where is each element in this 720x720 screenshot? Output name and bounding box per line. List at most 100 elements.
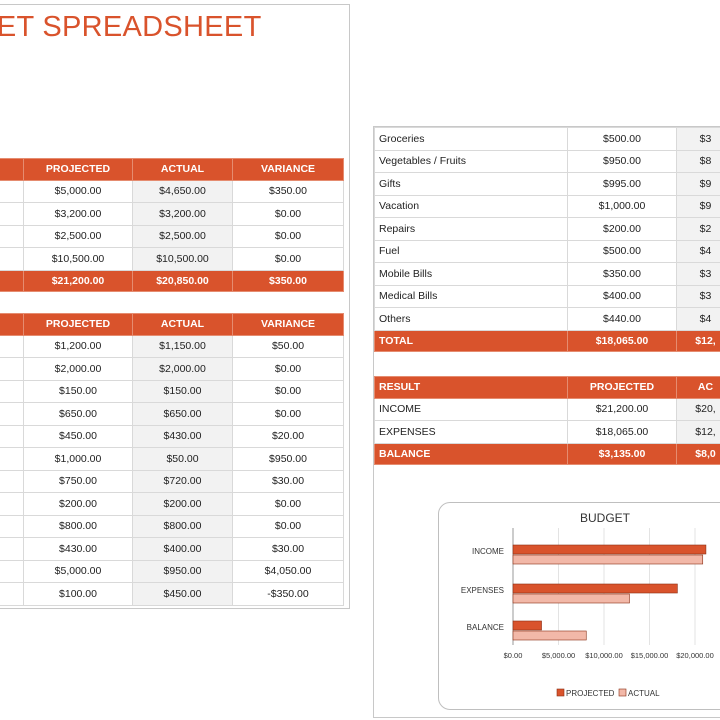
row-label-cell (0, 357, 24, 381)
table-row: $1,000.00 $50.00 $950.00 (0, 447, 344, 471)
table-row: Fuel $500.00 $4 (374, 239, 720, 263)
variance-cell: $30.00 (232, 469, 344, 493)
variance-cell: $0.00 (232, 202, 344, 226)
bar-projected-balance (512, 620, 542, 631)
projected-cell: $2,500.00 (23, 224, 133, 248)
table-row: $800.00 $800.00 $0.00 (0, 514, 344, 538)
actual-cell: $950.00 (132, 559, 233, 583)
header-projected: PROJECTED (23, 313, 133, 336)
projected-cell: $5,000.00 (23, 559, 133, 583)
x-tick-label: $0.00 (504, 651, 523, 660)
header-cell (0, 313, 24, 336)
total-projected: $21,200.00 (23, 269, 133, 292)
balance-row: BALANCE $3,135.00 $8,0 (374, 442, 720, 465)
row-label-cell (0, 179, 24, 203)
variance-cell: $950.00 (232, 447, 344, 471)
actual-cell: $3 (676, 284, 720, 308)
header-cell (0, 158, 24, 181)
result-table: RESULT PROJECTED AC INCOME $21,200.00 $20, EXP… (374, 376, 720, 465)
table-row: $10,500.00 $10,500.00 $0.00 (0, 247, 344, 271)
projected-cell: $350.00 (567, 262, 677, 286)
variance-cell: $0.00 (232, 492, 344, 516)
table-row: Medical Bills $400.00 $3 (374, 284, 720, 308)
projected-cell: $5,000.00 (23, 179, 133, 203)
projected-cell: $3,200.00 (23, 202, 133, 226)
chart-title: BUDGET (580, 511, 631, 525)
variance-cell: $350.00 (232, 179, 344, 203)
actual-cell: $2,500.00 (132, 224, 233, 248)
legend-swatch (618, 688, 627, 697)
legend-label: ACTUAL (628, 689, 660, 698)
bar-actual-income (512, 554, 704, 565)
actual-cell: $8 (676, 149, 720, 173)
row-label-cell (0, 514, 24, 538)
category-cell: Repairs (374, 217, 568, 241)
table-row: $750.00 $720.00 $30.00 (0, 469, 344, 493)
actual-cell: $10,500.00 (132, 247, 233, 271)
row-label-cell (0, 424, 24, 448)
actual-cell: $450.00 (132, 582, 233, 606)
expense-table-continued: Groceries $500.00 $3 Vegetables / Fruits $95… (374, 127, 720, 352)
projected-cell: $1,000.00 (23, 447, 133, 471)
projected-cell: $21,200.00 (567, 397, 677, 421)
legend-swatch (556, 688, 565, 697)
variance-cell: $30.00 (232, 537, 344, 561)
actual-cell: $2 (676, 217, 720, 241)
expense-total-row: TOTAL $18,065.00 $12, (374, 329, 720, 352)
balance-actual: $8,0 (676, 442, 720, 465)
balance-projected: $3,135.00 (567, 442, 677, 465)
header-variance: VARIANCE (232, 313, 344, 336)
row-label-cell (0, 334, 24, 358)
budget-sheet-page-2: Groceries $500.00 $3 Vegetables / Fruits $95… (373, 126, 720, 718)
projected-cell: $1,000.00 (567, 194, 677, 218)
table-row: $5,000.00 $950.00 $4,050.00 (0, 559, 344, 583)
projected-cell: $950.00 (567, 149, 677, 173)
header-actual: ACTUAL (132, 158, 233, 181)
total-actual: $12, (676, 329, 720, 352)
actual-cell: $12, (676, 420, 720, 444)
actual-cell: $400.00 (132, 537, 233, 561)
projected-cell: $100.00 (23, 582, 133, 606)
projected-cell: $800.00 (23, 514, 133, 538)
actual-cell: $3 (676, 127, 720, 151)
projected-cell: $10,500.00 (23, 247, 133, 271)
projected-cell: $500.00 (567, 127, 677, 151)
table-row: $450.00 $430.00 $20.00 (0, 424, 344, 448)
row-label-cell (0, 447, 24, 471)
actual-cell: $1,150.00 (132, 334, 233, 358)
total-variance: $350.00 (232, 269, 344, 292)
actual-cell: $150.00 (132, 379, 233, 403)
table-row: EXPENSES $18,065.00 $12, (374, 420, 720, 444)
category-label: INCOME (472, 547, 504, 556)
actual-cell: $720.00 (132, 469, 233, 493)
x-tick-label: $5,000.00 (542, 651, 575, 660)
category-cell: Mobile Bills (374, 262, 568, 286)
table-row: Vegetables / Fruits $950.00 $8 (374, 149, 720, 173)
x-tick-label: $10,000.00 (585, 651, 623, 660)
actual-cell: $9 (676, 172, 720, 196)
projected-cell: $1,200.00 (23, 334, 133, 358)
table-row: INCOME $21,200.00 $20, (374, 397, 720, 421)
projected-cell: $440.00 (567, 307, 677, 331)
header-projected: PROJECTED (567, 376, 677, 399)
actual-cell: $20, (676, 397, 720, 421)
variance-cell: $0.00 (232, 224, 344, 248)
table-row: Repairs $200.00 $2 (374, 217, 720, 241)
category-cell: Others (374, 307, 568, 331)
bar-actual-expenses (512, 593, 630, 604)
projected-cell: $18,065.00 (567, 420, 677, 444)
actual-cell: $50.00 (132, 447, 233, 471)
result-header-row: RESULT PROJECTED AC (374, 376, 720, 399)
table-row: Gifts $995.00 $9 (374, 172, 720, 196)
projected-cell: $750.00 (23, 469, 133, 493)
table-row: $200.00 $200.00 $0.00 (0, 492, 344, 516)
projected-cell: $430.00 (23, 537, 133, 561)
actual-cell: $4 (676, 307, 720, 331)
row-label-cell (0, 469, 24, 493)
projected-cell: $450.00 (23, 424, 133, 448)
row-label-cell (0, 379, 24, 403)
category-cell: Vegetables / Fruits (374, 149, 568, 173)
legend-label: PROJECTED (566, 689, 615, 698)
category-label: EXPENSES (461, 586, 504, 595)
actual-cell: $3,200.00 (132, 202, 233, 226)
